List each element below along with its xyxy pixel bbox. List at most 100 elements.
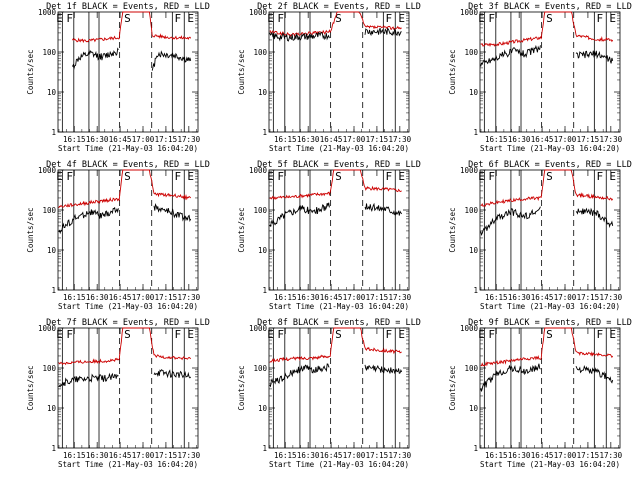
interval-marker-label: F — [66, 170, 73, 183]
y-tick-label: 1000 — [38, 324, 57, 333]
y-axis-label: Counts/sec — [237, 49, 246, 94]
interval-marker-label: S — [335, 328, 342, 341]
y-tick-label: 10 — [469, 404, 479, 413]
x-tick-label: 17:00 — [554, 293, 577, 302]
plot-frame — [268, 169, 410, 291]
x-axis-label: Start Time (21-May-03 16:04:20) — [58, 144, 198, 153]
interval-marker-label: F — [488, 170, 495, 183]
y-tick-label: 100 — [42, 364, 56, 373]
lld-series-line — [269, 169, 402, 201]
interval-marker-label: S — [546, 12, 553, 25]
y-tick-label: 100 — [253, 48, 267, 57]
x-axis-label: Start Time (21-May-03 16:04:20) — [269, 302, 409, 311]
interval-marker-label: S — [546, 328, 553, 341]
x-tick-label: 17:15 — [577, 451, 600, 460]
interval-marker-label: E — [398, 12, 405, 25]
y-tick-label: 1000 — [38, 166, 57, 175]
interval-marker-label: E — [56, 12, 63, 25]
plot-frame — [57, 327, 199, 449]
y-tick-label: 100 — [464, 206, 478, 215]
interval-marker-label: E — [267, 12, 274, 25]
plot-frame — [57, 11, 199, 133]
plot-frame — [57, 169, 199, 291]
x-tick-label: 17:00 — [554, 451, 577, 460]
lld-series-line — [58, 327, 192, 366]
interval-marker-label: E — [267, 328, 274, 341]
x-axis-label: Start Time (21-May-03 16:04:20) — [269, 460, 409, 469]
y-tick-label: 1 — [262, 286, 267, 295]
interval-marker-label: F — [488, 328, 495, 341]
panel-title: Det 7f BLACK = Events, RED = LLD — [46, 318, 210, 328]
x-tick-label: 16:45 — [320, 451, 343, 460]
plot-frame — [268, 11, 410, 133]
x-tick-label: 17:00 — [132, 135, 155, 144]
x-tick-label: 17:00 — [343, 135, 366, 144]
x-tick-label: 17:15 — [577, 293, 600, 302]
y-tick-label: 1 — [51, 444, 56, 453]
y-axis-label: Counts/sec — [26, 49, 35, 94]
x-tick-label: 17:00 — [343, 451, 366, 460]
interval-marker-label: F — [386, 328, 393, 341]
y-tick-label: 1 — [262, 128, 267, 137]
interval-marker-label: F — [597, 12, 604, 25]
x-tick-label: 16:30 — [297, 293, 320, 302]
interval-marker-label: S — [335, 12, 342, 25]
y-tick-label: 10 — [258, 246, 268, 255]
x-tick-label: 16:15 — [63, 293, 86, 302]
x-tick-label: 16:30 — [508, 135, 531, 144]
x-tick-label: 17:15 — [366, 135, 389, 144]
y-axis-label: Counts/sec — [26, 207, 35, 252]
events-series-line — [480, 44, 614, 67]
x-tick-label: 16:30 — [86, 135, 109, 144]
y-tick-label: 10 — [258, 404, 268, 413]
x-tick-label: 17:30 — [389, 135, 412, 144]
x-tick-label: 16:15 — [63, 451, 86, 460]
interval-marker-label: F — [386, 170, 393, 183]
x-tick-label: 16:45 — [109, 451, 132, 460]
lld-series-line — [480, 327, 614, 367]
x-tick-label: 17:15 — [577, 135, 600, 144]
x-tick-label: 16:45 — [320, 293, 343, 302]
panel-3: Det 3f BLACK = Events, RED = LLD 1 10 100 10… — [448, 2, 632, 153]
x-tick-label: 17:00 — [554, 135, 577, 144]
interval-marker-label: S — [124, 12, 131, 25]
x-tick-label: 17:15 — [366, 293, 389, 302]
x-tick-label: 17:30 — [389, 451, 412, 460]
x-tick-label: 17:00 — [343, 293, 366, 302]
panel-title: Det 9f BLACK = Events, RED = LLD — [468, 318, 632, 328]
x-tick-label: 16:45 — [531, 135, 554, 144]
y-tick-label: 10 — [47, 88, 57, 97]
interval-marker-label: E — [398, 170, 405, 183]
interval-marker-label: S — [335, 170, 342, 183]
y-tick-label: 1000 — [38, 8, 57, 17]
interval-marker-label: F — [175, 328, 182, 341]
interval-marker-label: F — [175, 12, 182, 25]
x-tick-label: 16:45 — [320, 135, 343, 144]
panel-7: Det 7f BLACK = Events, RED = LLD 1 10 100 10… — [26, 318, 210, 469]
x-tick-label: 16:45 — [531, 451, 554, 460]
interval-marker-label: F — [277, 170, 284, 183]
interval-marker-label: E — [56, 170, 63, 183]
x-tick-label: 17:00 — [132, 451, 155, 460]
lld-series-line — [480, 169, 614, 207]
y-tick-label: 100 — [42, 206, 56, 215]
interval-marker-label: F — [597, 328, 604, 341]
events-series-line — [58, 202, 192, 235]
x-tick-label: 17:30 — [178, 451, 201, 460]
interval-marker-label: F — [277, 328, 284, 341]
x-tick-label: 16:45 — [109, 135, 132, 144]
plot-frame — [268, 327, 410, 449]
y-tick-label: 100 — [464, 364, 478, 373]
x-tick-label: 17:15 — [155, 293, 178, 302]
interval-marker-label: F — [488, 12, 495, 25]
lld-series-line — [58, 169, 192, 209]
interval-marker-label: S — [546, 170, 553, 183]
interval-marker-label: F — [66, 328, 73, 341]
panel-9: Det 9f BLACK = Events, RED = LLD 1 10 100 10… — [448, 318, 632, 469]
x-axis-label: Start Time (21-May-03 16:04:20) — [480, 302, 620, 311]
y-axis-label: Counts/sec — [448, 207, 457, 252]
interval-marker-label: F — [66, 12, 73, 25]
interval-marker-label: E — [187, 328, 194, 341]
interval-marker-label: F — [277, 12, 284, 25]
events-series-line — [58, 369, 192, 388]
